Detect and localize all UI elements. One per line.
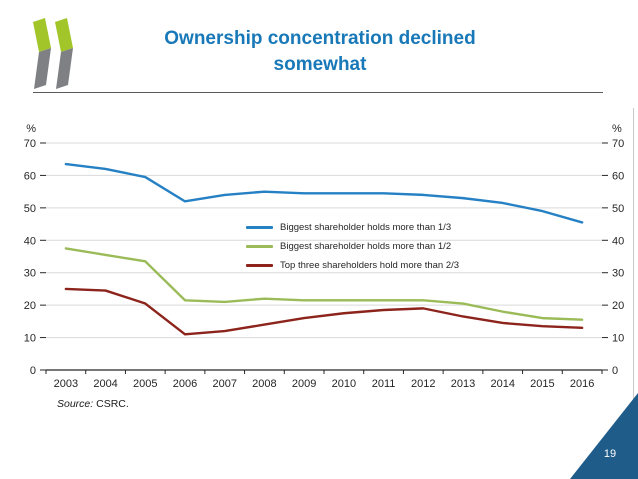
legend-label: Top three shareholders hold more than 2/… (280, 260, 460, 271)
svg-text:70: 70 (612, 138, 624, 150)
legend-label: Biggest shareholder holds more than 1/2 (280, 241, 452, 252)
svg-text:2012: 2012 (411, 378, 435, 390)
svg-text:20: 20 (24, 300, 36, 312)
svg-text:50: 50 (612, 203, 624, 215)
svg-text:2013: 2013 (451, 378, 475, 390)
svg-text:10: 10 (612, 333, 624, 345)
svg-text:2014: 2014 (490, 378, 514, 390)
svg-text:2010: 2010 (332, 378, 356, 390)
chevron-gray-2 (56, 48, 73, 89)
svg-text:40: 40 (24, 235, 36, 247)
svg-text:30: 30 (612, 268, 624, 280)
legend-label: Biggest shareholder holds more than 1/3 (280, 222, 452, 233)
header-rule-divider (33, 92, 603, 93)
source-value: CSRC. (96, 398, 129, 410)
svg-text:0: 0 (30, 365, 36, 377)
legend-item-more-than-2-3: Top three shareholders hold more than 2/… (246, 256, 459, 275)
svg-text:2007: 2007 (212, 378, 236, 390)
chevron-green-2 (55, 18, 73, 52)
darkred-line-swatch-icon (246, 264, 273, 267)
svg-text:2008: 2008 (252, 378, 276, 390)
svg-text:2011: 2011 (372, 378, 396, 390)
svg-text:20: 20 (612, 300, 624, 312)
svg-text:70: 70 (24, 138, 36, 150)
svg-text:2016: 2016 (570, 378, 594, 390)
chart-legend: Biggest shareholder holds more than 1/3 … (246, 218, 459, 275)
legend-item-more-than-1-2: Biggest shareholder holds more than 1/2 (246, 237, 459, 256)
page-number: 19 (603, 448, 617, 460)
svg-text:2015: 2015 (530, 378, 554, 390)
svg-text:30: 30 (24, 268, 36, 280)
svg-text:2005: 2005 (133, 378, 157, 390)
svg-text:50: 50 (24, 203, 36, 215)
svg-text:60: 60 (612, 170, 624, 182)
page-title: Ownership concentration declined somewha… (164, 28, 476, 75)
svg-text:40: 40 (612, 235, 624, 247)
svg-text:60: 60 (24, 170, 36, 182)
svg-text:2003: 2003 (54, 378, 78, 390)
slide-right-border (633, 108, 634, 479)
source-label: Source: (57, 398, 94, 410)
svg-text:2004: 2004 (93, 378, 117, 390)
legend-item-more-than-1-3: Biggest shareholder holds more than 1/3 (246, 218, 459, 237)
svg-text:%: % (26, 123, 36, 135)
corner-triangle (570, 393, 638, 479)
svg-text:2009: 2009 (292, 378, 316, 390)
green-line-swatch-icon (246, 245, 273, 248)
svg-text:%: % (612, 123, 622, 135)
oecd-logo-icon (33, 18, 73, 89)
svg-text:0: 0 (612, 365, 618, 377)
svg-text:2006: 2006 (173, 378, 197, 390)
chevron-gray-1 (34, 48, 51, 89)
svg-text:10: 10 (24, 333, 36, 345)
chevron-green-1 (33, 18, 51, 52)
blue-line-swatch-icon (246, 226, 273, 229)
source-note: Source: CSRC. (57, 398, 129, 410)
